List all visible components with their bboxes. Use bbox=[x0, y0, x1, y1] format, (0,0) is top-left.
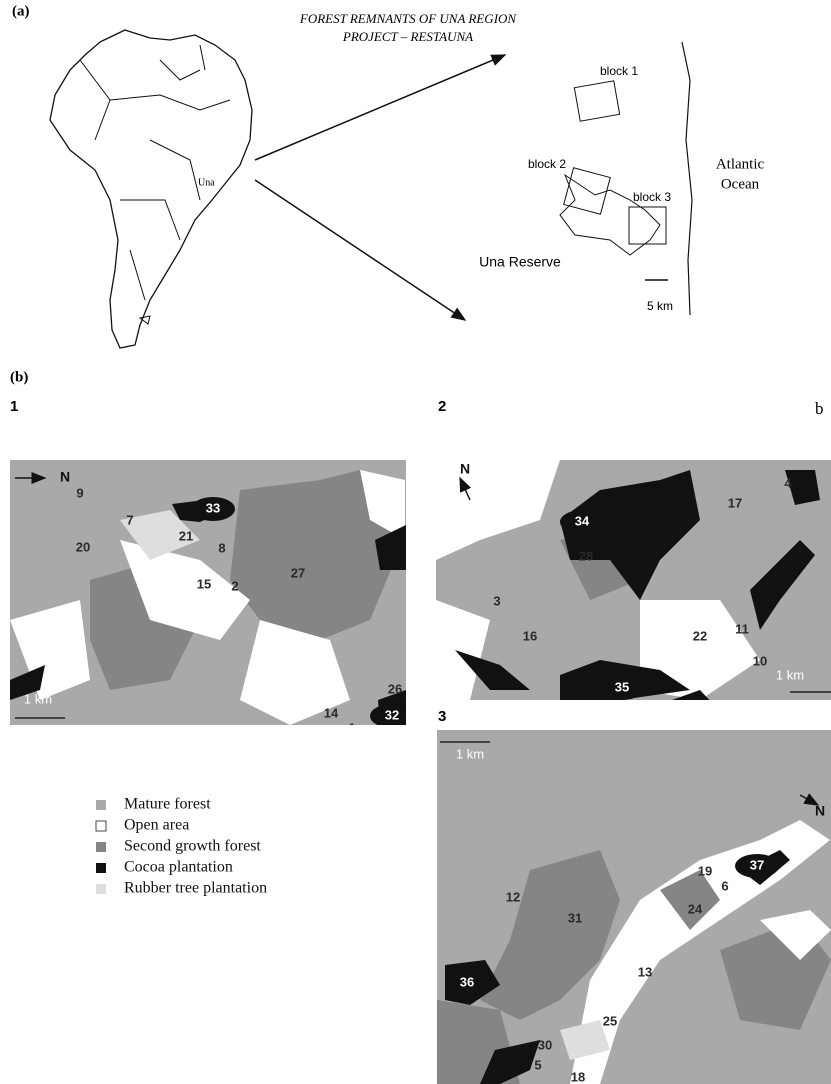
scale-label: 5 km bbox=[647, 299, 673, 313]
map-id: 3 bbox=[438, 708, 446, 725]
legend-label: Rubber tree plantation bbox=[124, 880, 267, 897]
arrow bbox=[255, 55, 505, 160]
legend-label: Second growth forest bbox=[124, 838, 261, 855]
north-label: N bbox=[60, 469, 70, 485]
site-label: 7 bbox=[126, 512, 133, 527]
map: 37 6 19 24 12 31 13 36 25 30 5 18 N 1 km bbox=[437, 730, 831, 1084]
site-label: 11 bbox=[735, 621, 749, 636]
site-label: 29 bbox=[634, 703, 648, 718]
site-label: 26 bbox=[388, 681, 402, 696]
borders bbox=[80, 45, 230, 300]
scale-label: 1 km bbox=[456, 746, 484, 761]
map-id: 2 bbox=[438, 398, 446, 415]
site-label: 4 bbox=[784, 475, 792, 490]
figure: (a) FOREST REMNANTS OF UNA REGION PROJEC… bbox=[0, 0, 831, 1084]
site-label: 37 bbox=[750, 857, 764, 872]
legend-swatch bbox=[96, 842, 106, 852]
site-label: 24 bbox=[688, 901, 703, 916]
site-label: 12 bbox=[506, 889, 520, 904]
panel-label: (a) bbox=[12, 3, 30, 19]
site-label: 28 bbox=[579, 548, 593, 563]
site-label: 18 bbox=[571, 1069, 585, 1084]
site-label: 19 bbox=[698, 863, 712, 878]
site-label: 30 bbox=[538, 1037, 552, 1052]
site-label: 22 bbox=[693, 628, 707, 643]
block-label: block 2 bbox=[528, 157, 566, 171]
locality: Una bbox=[198, 177, 215, 188]
legend-swatch bbox=[96, 884, 106, 894]
title: PROJECT – RESTAUNA bbox=[342, 29, 473, 44]
site-label: 3 bbox=[493, 593, 500, 608]
site-label: 17 bbox=[728, 495, 742, 510]
map: 9 7 20 21 33 8 27 15 2 26 14 1 32 N 1 km bbox=[10, 460, 414, 735]
site-label: 23 bbox=[688, 698, 702, 713]
map-id: 1 bbox=[10, 398, 18, 415]
site-label: 27 bbox=[291, 565, 305, 580]
north-label: N bbox=[460, 461, 470, 477]
site-label: 10 bbox=[753, 653, 767, 668]
scale-label: 1 km bbox=[776, 667, 804, 682]
scale-label: 1 km bbox=[24, 691, 52, 706]
site-label: 8 bbox=[218, 540, 225, 555]
site-label: 36 bbox=[460, 974, 474, 989]
site-label: 9 bbox=[76, 485, 83, 500]
site-label: 33 bbox=[206, 500, 220, 515]
site-label: 1 bbox=[348, 720, 355, 735]
legend: Mature forest Open area Second growth fore… bbox=[96, 796, 267, 897]
block-label: block 3 bbox=[633, 190, 671, 204]
site-label: 15 bbox=[197, 576, 211, 591]
reserve-outline bbox=[560, 175, 660, 255]
legend-swatch bbox=[96, 821, 106, 831]
legend-swatch bbox=[96, 800, 106, 810]
south-america bbox=[50, 30, 252, 348]
site-label: 34 bbox=[575, 513, 590, 528]
ocean-label: Ocean bbox=[721, 176, 760, 192]
title: FOREST REMNANTS OF UNA REGION bbox=[299, 11, 518, 26]
legend-label: Mature forest bbox=[124, 796, 211, 813]
site-label: 21 bbox=[179, 528, 193, 543]
legend-label: Open area bbox=[124, 817, 189, 834]
site-label: 20 bbox=[76, 539, 90, 554]
site-label: 2 bbox=[231, 578, 238, 593]
north-label: N bbox=[815, 803, 825, 819]
site-label: 14 bbox=[324, 705, 339, 720]
site-label: 25 bbox=[603, 1013, 617, 1028]
block-label: block 1 bbox=[600, 64, 638, 78]
coastline bbox=[682, 42, 692, 315]
map: 17 4 34 28 3 16 22 11 35 10 29 23 N 1 km bbox=[436, 460, 831, 718]
arrow bbox=[255, 180, 465, 320]
reserve-label: Una Reserve bbox=[479, 254, 561, 270]
block-outline bbox=[574, 81, 619, 121]
site-label: 35 bbox=[615, 679, 629, 694]
site-label: 16 bbox=[523, 628, 537, 643]
site-label: 32 bbox=[385, 707, 399, 722]
legend-swatch bbox=[96, 863, 106, 873]
legend-label: Cocoa plantation bbox=[124, 859, 233, 876]
site-label: 13 bbox=[638, 964, 652, 979]
panel-label: (b) bbox=[10, 369, 28, 385]
site-label: 6 bbox=[721, 878, 728, 893]
block-outline bbox=[564, 168, 611, 215]
ocean-label: Atlantic bbox=[716, 156, 765, 172]
corner-letter: b bbox=[815, 399, 824, 418]
site-label: 5 bbox=[534, 1057, 541, 1072]
site-label: 31 bbox=[568, 910, 582, 925]
